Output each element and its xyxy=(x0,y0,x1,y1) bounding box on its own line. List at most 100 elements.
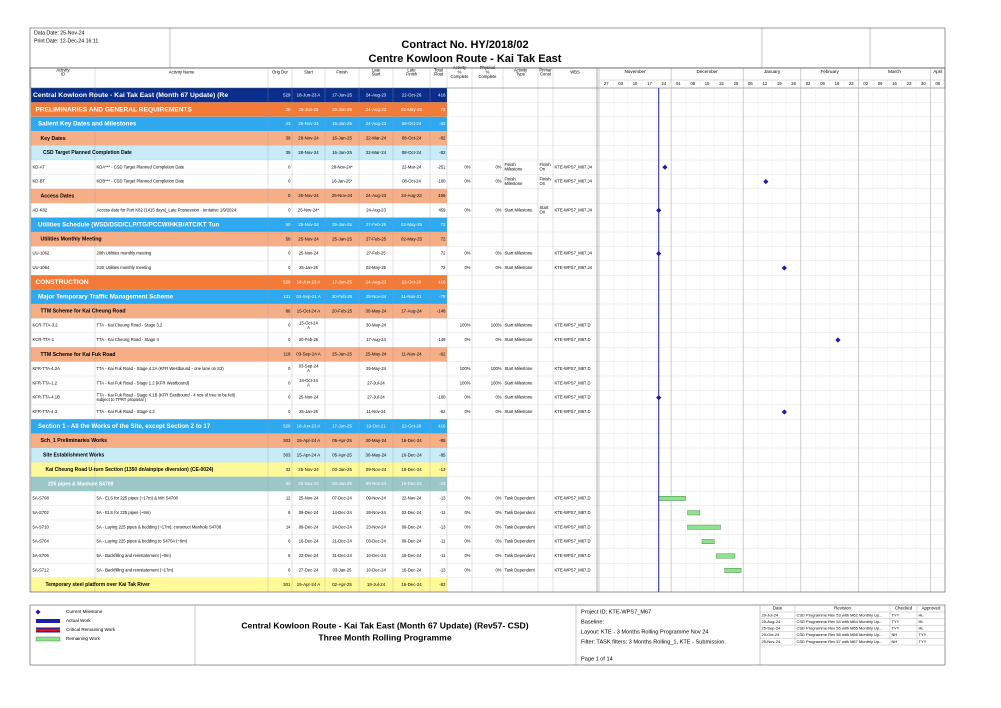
cell: 25-Nov-24 xyxy=(332,193,353,198)
cell: KTE-WPS7_M67.D xyxy=(555,337,591,342)
column-header: Orig Dur xyxy=(272,70,288,75)
activity-id: KFR-TTA-4.1B xyxy=(33,395,61,400)
cell: Finish Milestone xyxy=(505,176,524,186)
cell: 0 xyxy=(288,409,291,414)
cell: 08-Oct-24 xyxy=(402,136,422,141)
legend-label: Remaining Work xyxy=(66,636,101,641)
cell: 0 xyxy=(288,366,291,371)
cell: 100% xyxy=(460,380,471,385)
table-frame xyxy=(29,67,946,593)
week-label: 17 xyxy=(647,81,652,86)
week-label: 27 xyxy=(604,81,609,86)
cell: 0% xyxy=(495,164,501,169)
cell: 23-Nov-24 xyxy=(366,524,386,529)
cell: -13 xyxy=(439,481,446,486)
revision-cell: 20-Oct-24 xyxy=(762,632,781,637)
cell: 30 xyxy=(286,107,291,112)
cell: KTE-WPS7_M67.J4 xyxy=(555,265,593,270)
activity-name: TTA - Kai Cheung Road - Stage 4 xyxy=(97,337,160,342)
cell: KTE-WPS7_M67.D xyxy=(555,409,591,414)
cell: 21-Dec-24 xyxy=(332,539,352,544)
activity-name: TTA - Kai Fuk Road - Stage 4.1B (KFR Eas… xyxy=(97,392,236,402)
cell: 529 xyxy=(283,424,291,429)
week-label: 08 xyxy=(690,81,695,86)
month-label: April xyxy=(933,69,942,74)
remaining-bar xyxy=(716,553,736,559)
cell: 25-May-24 xyxy=(366,352,388,357)
cell: -251 xyxy=(437,164,446,169)
week-label: 12 xyxy=(762,81,767,86)
milestone xyxy=(781,409,787,415)
filter: Filter: TASK filters: 3 Months Rolling_1… xyxy=(581,639,726,645)
week-label: 29 xyxy=(734,81,739,86)
project-id: Project ID: KTE-WPS7_M67 xyxy=(581,609,651,615)
activity-id: UU-1064 xyxy=(33,265,50,270)
cell: -13 xyxy=(439,467,446,472)
cell: 11-Nov-21 xyxy=(401,294,422,299)
cell: 0% xyxy=(495,539,501,544)
cell: 25-Nov-24 xyxy=(366,294,387,299)
cell: 0% xyxy=(464,496,470,501)
summary-name: Kai Cheung Road U-turn Section (1350 dn/… xyxy=(46,467,214,473)
activity-name: 5A - Backfilling and reinstatement (~17m… xyxy=(97,568,174,573)
milestone xyxy=(662,164,668,170)
cell: 0% xyxy=(464,251,470,256)
baseline: Baseline: xyxy=(581,619,604,625)
cell: -62 xyxy=(439,121,446,126)
cell: -82 xyxy=(439,150,446,155)
revision-header: Revision xyxy=(834,606,851,611)
cell: 0% xyxy=(464,337,470,342)
summary-name: TTM Scheme for Kai Cheung Road xyxy=(41,309,126,315)
activity-name: 5A - Backfilling and reinstatement (~9m) xyxy=(97,553,172,558)
cell: 100% xyxy=(491,323,502,328)
revision-cell: 25-Sep-24 xyxy=(762,626,781,631)
cell: 25-Nov-24 xyxy=(299,496,319,501)
activity-id: KFR-TTA-4.3 xyxy=(33,409,58,414)
summary-band xyxy=(31,188,447,204)
cell: 03-Sep-24 A xyxy=(299,364,319,374)
summary-band xyxy=(31,448,447,463)
cell: 09-Dec-24 xyxy=(402,539,422,544)
cell: 25-Nov-24 xyxy=(298,121,319,126)
cell: 28-Nov-24 xyxy=(298,136,319,141)
cell: 31-Dec-24 xyxy=(332,553,352,558)
cell: 27-Feb-25 xyxy=(366,222,387,227)
cell: 0% xyxy=(495,208,501,213)
cell: -82 xyxy=(439,136,446,141)
layout: Layout: KTE - 3 Months Rolling Programme… xyxy=(581,629,708,635)
summary-band xyxy=(31,462,447,477)
cell: -13 xyxy=(439,496,446,501)
contract-title: Contract No. HY/2018/02 xyxy=(401,39,528,51)
summary-band xyxy=(31,476,447,492)
summary-band xyxy=(31,217,447,232)
month-label: November xyxy=(624,69,646,74)
week-label: 01 xyxy=(676,81,681,86)
revision-cell: TYY xyxy=(892,619,900,624)
cell: 0 xyxy=(288,380,291,385)
cell: 86 xyxy=(286,308,291,313)
cell: 03-Dec-24 xyxy=(366,539,386,544)
week-label: 06 xyxy=(935,81,940,86)
cell: 0% xyxy=(495,179,501,184)
cell: 16-Dec-24 xyxy=(401,438,422,443)
cell: 17-Aug-24 xyxy=(401,308,422,313)
remaining-bar xyxy=(724,568,742,573)
activity-id: 5A-S702 xyxy=(33,510,50,515)
cell: 25-Nov-24 xyxy=(298,467,319,472)
activity-id: AD-K82 xyxy=(33,208,48,213)
cell: 07-Dec-24 xyxy=(332,496,352,501)
revision-header: Checked xyxy=(895,606,913,611)
footer-subtitle: Three Month Rolling Programme xyxy=(318,632,451,642)
summary-band xyxy=(31,289,447,304)
cell: -62 xyxy=(439,409,446,414)
summary-band xyxy=(31,145,447,160)
cell: 09-Dec-24 xyxy=(299,524,319,529)
cell: 0% xyxy=(495,395,501,400)
activity-id: 5A-S712 xyxy=(33,568,50,573)
cell: Finish Milestone xyxy=(505,162,524,172)
cell: 22-Mar-24 xyxy=(366,136,387,141)
cell: -85 xyxy=(439,438,446,443)
revision-cell: CSD Programme Rev 57 with M67 Monthly Up… xyxy=(797,639,883,644)
activity-name: KDB*** - CSD Target Planned Completion D… xyxy=(97,179,185,184)
week-label: 02 xyxy=(806,81,811,86)
